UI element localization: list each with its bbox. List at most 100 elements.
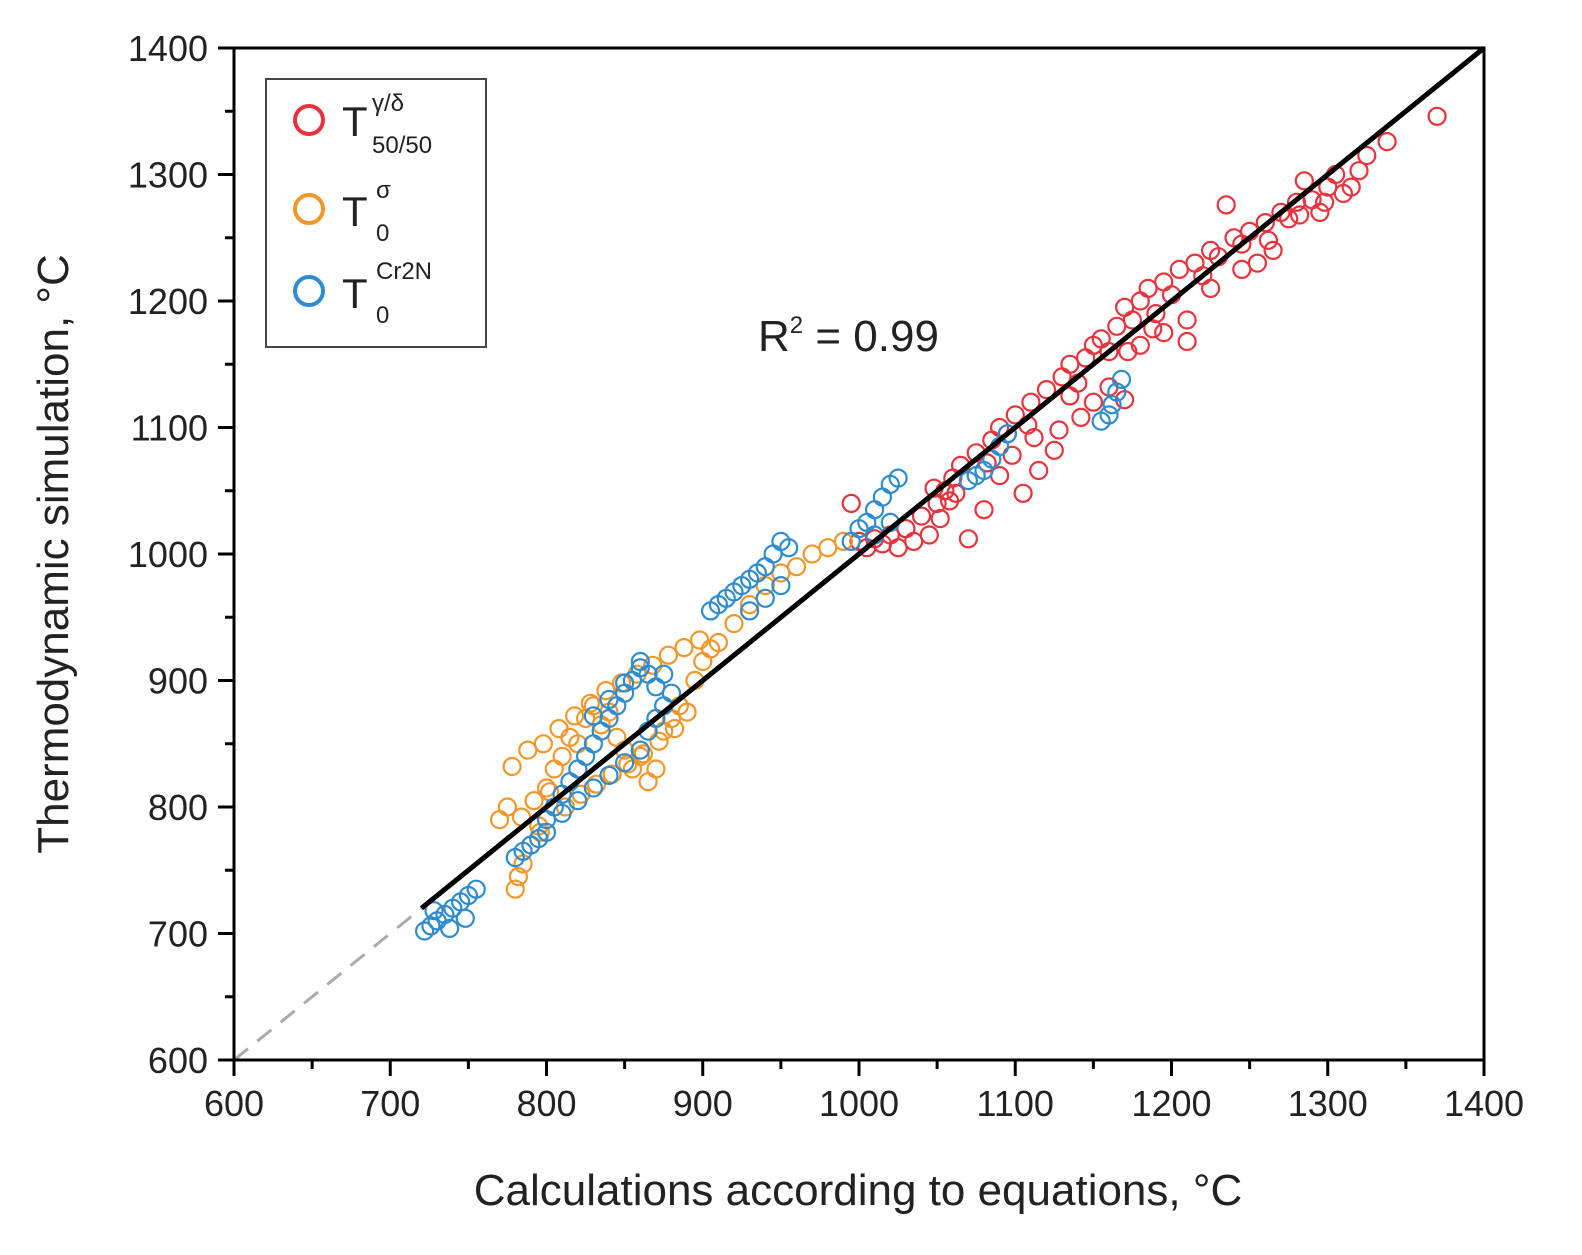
data-point (1341, 177, 1361, 197)
data-point (1216, 195, 1236, 215)
data-point (646, 677, 666, 697)
x-tick-label: 1000 (819, 1083, 899, 1124)
data-point (614, 683, 635, 703)
data-point (654, 664, 674, 684)
data-point (1114, 297, 1135, 317)
data-point (497, 797, 517, 817)
data-point (583, 734, 604, 754)
legend-label-t-cr2n: T Cr2N 0 (342, 258, 436, 329)
x-tick-label: 1100 (977, 1083, 1054, 1124)
data-point (638, 772, 658, 792)
y-tick-label: 1400 (128, 28, 208, 69)
data-point (1314, 192, 1335, 212)
data-point (693, 651, 713, 672)
data-point (583, 778, 604, 798)
data-point (958, 529, 979, 549)
data-point (505, 879, 525, 899)
y-tick-label: 1000 (128, 534, 208, 575)
data-point (1310, 202, 1330, 222)
data-point (1107, 382, 1127, 402)
data-point (1357, 145, 1377, 166)
data-point (1138, 278, 1158, 298)
data-point (455, 908, 475, 928)
legend-label-base: T (342, 188, 368, 235)
ticks: 600 700 800 900 1000 1100 1200 1300 1400 600 700 80… (128, 28, 1524, 1124)
data-point (649, 731, 669, 751)
data-point (708, 632, 729, 653)
data-point (1377, 132, 1397, 152)
data-point (1021, 392, 1041, 412)
data-point (1060, 386, 1080, 406)
data-point (872, 487, 893, 507)
data-point (440, 918, 460, 939)
data-point (841, 493, 861, 513)
data-point (661, 683, 682, 703)
data-point (818, 538, 838, 558)
x-tick-label: 800 (516, 1083, 576, 1124)
data-point (508, 866, 529, 887)
data-point (502, 756, 522, 777)
series-2 (415, 369, 1132, 941)
x-tick-label: 900 (673, 1083, 733, 1124)
series-1 (490, 531, 854, 899)
data-point (802, 544, 822, 564)
data-point (888, 538, 908, 558)
data-point (1177, 310, 1197, 330)
y-tick-label: 1200 (128, 281, 208, 322)
x-tick-label: 700 (360, 1083, 420, 1124)
data-point (1169, 259, 1189, 279)
legend-marker-t-sigma (293, 193, 325, 225)
r-squared-annotation: R2 = 0.99 (758, 312, 939, 361)
data-point (1044, 440, 1064, 460)
y-tick-label: 1300 (128, 155, 208, 196)
data-point (630, 740, 650, 760)
data-point (1200, 278, 1221, 298)
legend-marker-t-cr2n (293, 275, 325, 307)
legend: T γ/δ 50/50 T σ 0 T Cr2N 0 (265, 78, 487, 348)
data-point (1232, 259, 1252, 279)
data-point (568, 791, 588, 811)
y-tick-label: 900 (148, 661, 208, 702)
data-point (424, 901, 444, 921)
data-point (614, 753, 635, 773)
data-point (1118, 342, 1138, 362)
data-point (646, 759, 666, 779)
legend-label-sub: 50/50 (372, 132, 432, 159)
data-point (1099, 342, 1119, 362)
data-point (533, 734, 554, 754)
data-point (536, 822, 557, 842)
data-point (421, 916, 441, 936)
data-point (1111, 369, 1132, 389)
data-point (833, 531, 854, 552)
legend-label-sub: 0 (376, 220, 389, 247)
data-point (524, 791, 544, 811)
data-point (739, 601, 760, 621)
data-point (1349, 161, 1369, 181)
y-tick-label: 800 (148, 787, 208, 828)
data-point (518, 740, 538, 760)
data-point (919, 525, 939, 545)
legend-label-sup: σ (376, 177, 391, 204)
y-axis-title: Thermodynamic simulation, °C (29, 254, 78, 854)
data-point (1060, 354, 1080, 374)
data-point (864, 500, 885, 520)
data-point (552, 803, 572, 823)
data-point (1036, 380, 1057, 400)
data-point (564, 706, 585, 726)
legend-label-base: T (342, 270, 368, 317)
data-point (674, 637, 694, 658)
data-point (1071, 407, 1091, 427)
data-point (599, 765, 619, 786)
data-point (904, 531, 924, 552)
identity-dashed-line (233, 907, 423, 1062)
data-point (544, 759, 564, 779)
data-point (1427, 106, 1447, 126)
data-point (1177, 331, 1197, 352)
legend-label-base: T (342, 98, 368, 145)
data-point (724, 613, 744, 634)
data-point (771, 575, 791, 596)
data-point (1154, 272, 1174, 292)
x-axis-title: Calculations according to equations, °C (474, 1166, 1242, 1215)
r-squared-base: R (758, 312, 790, 361)
data-point (1247, 253, 1268, 273)
